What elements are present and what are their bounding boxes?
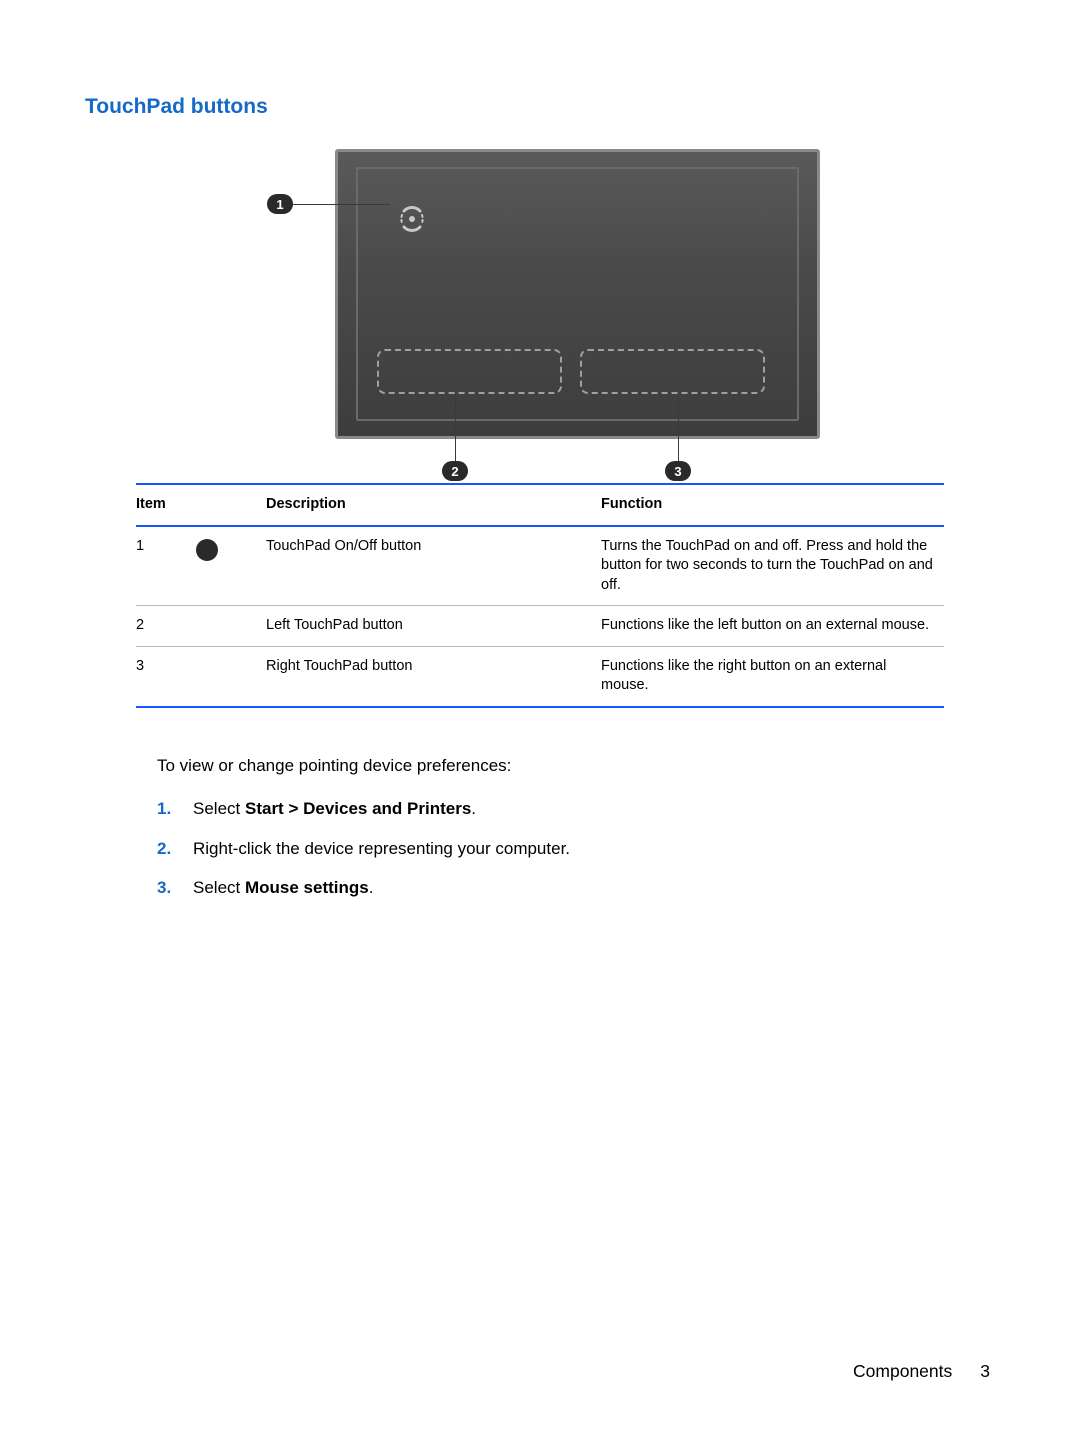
- cell-description: Left TouchPad button: [266, 606, 601, 647]
- step-post: .: [369, 878, 374, 897]
- th-icon-spacer: [196, 484, 266, 526]
- step-pre: Right-click the device representing your…: [193, 839, 570, 858]
- th-description: Description: [266, 484, 601, 526]
- cell-item: 3: [136, 646, 196, 707]
- cell-item: 2: [136, 606, 196, 647]
- list-item: Select Mouse settings.: [157, 875, 995, 901]
- touchpad-onoff-dot-icon: [196, 539, 218, 561]
- step-pre: Select: [193, 878, 245, 897]
- footer-section: Components: [853, 1361, 952, 1382]
- cell-icon: [196, 526, 266, 606]
- callout-3: 3: [665, 461, 691, 481]
- step-bold: Start > Devices and Printers: [245, 799, 471, 818]
- touchpad-frame: [335, 149, 820, 439]
- step-post: .: [471, 799, 476, 818]
- cell-icon: [196, 606, 266, 647]
- table-row: 1 TouchPad On/Off button Turns the Touch…: [136, 526, 944, 606]
- intro-text: To view or change pointing device prefer…: [157, 753, 995, 779]
- components-table: Item Description Function 1 TouchPad On/…: [136, 483, 944, 708]
- section-heading: TouchPad buttons: [85, 95, 995, 119]
- touchpad-diagram: 1 2 3: [85, 149, 995, 479]
- touchpad-onoff-icon: [390, 197, 434, 241]
- step-bold: Mouse settings: [245, 878, 369, 897]
- th-function: Function: [601, 484, 944, 526]
- table-row: 2 Left TouchPad button Functions like th…: [136, 606, 944, 647]
- cell-function: Functions like the left button on an ext…: [601, 606, 944, 647]
- list-item: Right-click the device representing your…: [157, 836, 995, 862]
- right-button-outline: [580, 349, 765, 394]
- callout-1: 1: [267, 194, 293, 214]
- page-footer: Components 3: [853, 1361, 990, 1382]
- cell-function: Functions like the right button on an ex…: [601, 646, 944, 707]
- cell-item: 1: [136, 526, 196, 606]
- left-button-outline: [377, 349, 562, 394]
- cell-description: Right TouchPad button: [266, 646, 601, 707]
- callout-2: 2: [442, 461, 468, 481]
- list-item: Select Start > Devices and Printers.: [157, 796, 995, 822]
- footer-page-number: 3: [980, 1361, 990, 1382]
- instruction-list: Select Start > Devices and Printers. Rig…: [157, 796, 995, 901]
- th-item: Item: [136, 484, 196, 526]
- cell-function: Turns the TouchPad on and off. Press and…: [601, 526, 944, 606]
- cell-icon: [196, 646, 266, 707]
- cell-description: TouchPad On/Off button: [266, 526, 601, 606]
- table-row: 3 Right TouchPad button Functions like t…: [136, 646, 944, 707]
- step-pre: Select: [193, 799, 245, 818]
